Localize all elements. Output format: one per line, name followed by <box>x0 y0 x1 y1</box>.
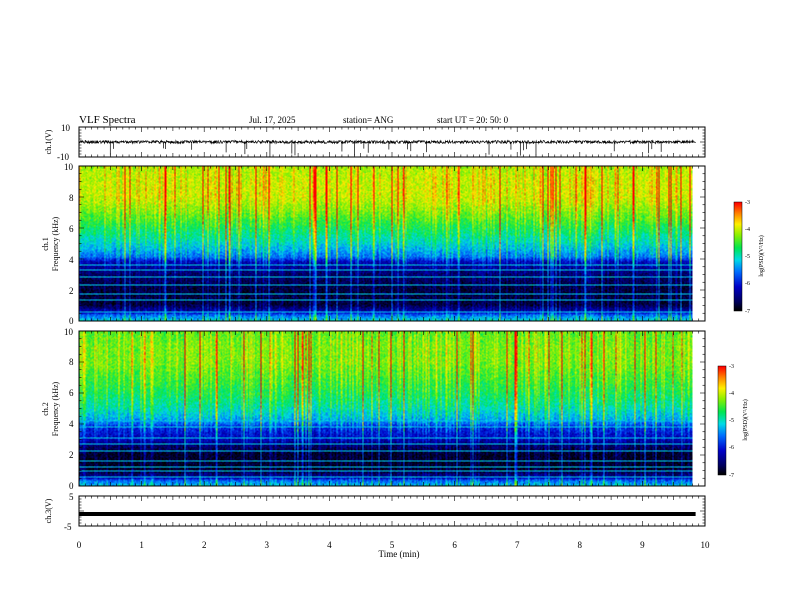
time-tick-label: 7 <box>515 540 520 550</box>
ch2-cb-tick-m6: -6 <box>729 445 734 451</box>
station-label: station= ANG <box>343 115 394 125</box>
time-tick-label: 10 <box>701 540 711 550</box>
ch2-freq-tick-8: 8 <box>69 357 74 367</box>
ch1-channel-label: ch.1 <box>41 237 50 251</box>
ch2-spectrogram-panel: 0 2 4 6 8 10 ch.2 Frequency (kHz) -3 -4 … <box>41 327 749 491</box>
ch1-ytick-bottom: -10 <box>57 152 69 162</box>
ch1-freq-tick-0: 0 <box>69 316 74 326</box>
time-tick-label: 8 <box>578 540 583 550</box>
ch1-waveform-panel: 10 -10 ch.1(V) <box>44 123 706 162</box>
ch1-freq-tick-10: 10 <box>64 162 74 172</box>
ch2-cb-tick-m3: -3 <box>729 364 734 370</box>
ch1-colorbar-label: log(PSD)(V²/Hz) <box>758 235 765 276</box>
ch2-frequency-label: Frequency (kHz) <box>51 381 60 436</box>
ch3-waveform-ticks <box>78 495 706 527</box>
ch1-ylabel: ch.1(V) <box>44 129 53 154</box>
ch3-ytick-top: 5 <box>69 492 74 502</box>
ch2-cb-tick-m7: -7 <box>729 473 734 479</box>
ch1-cb-tick-m4: -4 <box>745 227 750 233</box>
ch2-cb-tick-m5: -5 <box>729 418 734 424</box>
ch3-ylabel: ch.3(V) <box>44 498 53 523</box>
time-tick-label: 6 <box>452 540 457 550</box>
ch1-frequency-label: Frequency (kHz) <box>51 216 60 271</box>
ch2-freq-tick-0: 0 <box>69 481 74 491</box>
ch2-freq-tick-2: 2 <box>69 450 74 460</box>
ch1-freq-tick-6: 6 <box>69 224 74 234</box>
time-tick-label: 3 <box>265 540 270 550</box>
time-axis-label: Time (min) <box>379 549 420 559</box>
time-tick-label: 0 <box>77 540 82 550</box>
ch2-spectrogram-ticks <box>78 330 706 487</box>
ch2-colorbar-label: log(PSD)(V²/Hz) <box>742 399 749 440</box>
ch1-waveform-ticks <box>78 126 706 158</box>
ch1-colorbar-frame <box>733 201 743 312</box>
time-tick-label: 1 <box>139 540 144 550</box>
start-time-label: start UT = 20: 50: 0 <box>437 115 509 125</box>
date-label: Jul. 17, 2025 <box>249 115 296 125</box>
ch2-colorbar-frame <box>717 365 727 476</box>
ch1-cb-tick-m5: -5 <box>745 254 750 260</box>
time-tick-label: 2 <box>202 540 207 550</box>
ch1-freq-tick-2: 2 <box>69 286 74 296</box>
ch2-channel-label: ch.2 <box>41 402 50 416</box>
time-tick-label: 5 <box>390 540 395 550</box>
ch2-spectrogram-image <box>79 331 693 486</box>
ch2-freq-tick-6: 6 <box>69 388 74 398</box>
ch1-cb-tick-m3: -3 <box>745 200 750 206</box>
ch1-waveform-trace <box>78 139 696 157</box>
ch1-ytick-top: 10 <box>61 123 71 133</box>
time-tick-label: 4 <box>327 540 332 550</box>
ch2-colorbar <box>718 366 726 475</box>
time-axis-tick-labels: 0 1 2 3 4 5 6 7 8 9 10 <box>77 540 710 550</box>
ch1-freq-tick-8: 8 <box>69 193 74 203</box>
time-tick-label: 9 <box>640 540 645 550</box>
ch2-freq-tick-10: 10 <box>64 327 74 337</box>
ch1-colorbar <box>734 202 742 311</box>
ch1-cb-tick-m7: -7 <box>745 309 750 315</box>
ch1-freq-tick-4: 4 <box>69 255 74 265</box>
ch2-cb-tick-m4: -4 <box>729 391 734 397</box>
ch1-spectrogram-ticks <box>78 165 706 322</box>
ch1-cb-tick-m6: -6 <box>745 281 750 287</box>
ch1-spectrogram-image <box>79 166 693 321</box>
ch2-freq-tick-4: 4 <box>69 419 74 429</box>
ch3-waveform-panel: 5 -5 ch.3(V) <box>44 492 706 532</box>
figure-title: VLF Spectra <box>79 114 136 126</box>
ch3-ytick-bottom: -5 <box>64 522 72 532</box>
ch1-spectrogram-panel: 0 2 4 6 8 10 ch.1 Frequency (kHz) -3 -4 … <box>41 162 765 326</box>
